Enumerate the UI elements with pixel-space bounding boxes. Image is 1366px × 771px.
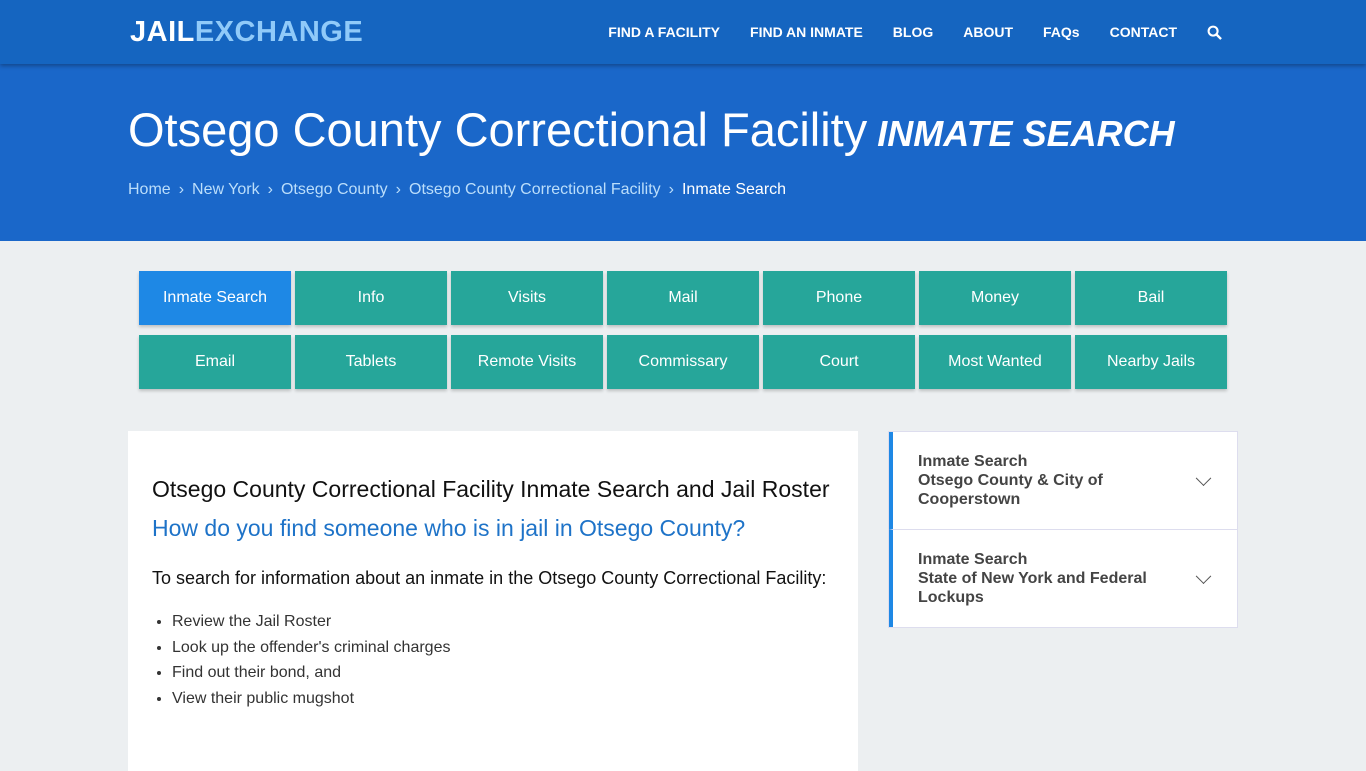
tab-tablets[interactable]: Tablets — [295, 335, 447, 389]
tab-visits[interactable]: Visits — [451, 271, 603, 325]
chevron-down-icon — [1195, 469, 1212, 486]
tab-email[interactable]: Email — [139, 335, 291, 389]
accordion-county-search[interactable]: Inmate Search Otsego County & City of Coo… — [889, 432, 1237, 529]
nav-blog[interactable]: BLOG — [892, 24, 934, 40]
tab-mail[interactable]: Mail — [607, 271, 759, 325]
main-content: Otsego County Correctional Facility Inma… — [128, 431, 858, 771]
breadcrumb: Home › New York › Otsego County › Otsego Co… — [128, 181, 1366, 199]
list-item: Find out their bond, and — [172, 660, 834, 686]
list-item: View their public mugshot — [172, 686, 834, 712]
chevron-down-icon — [1195, 567, 1212, 584]
chevron-right-icon: › — [178, 181, 185, 198]
nav-about[interactable]: ABOUT — [963, 24, 1014, 40]
tab-commissary[interactable]: Commissary — [607, 335, 759, 389]
top-nav: JAILEXCHANGE FIND A FACILITY FIND AN INM… — [0, 0, 1366, 64]
tab-phone[interactable]: Phone — [763, 271, 915, 325]
breadcrumb-facility[interactable]: Otsego County Correctional Facility — [409, 181, 661, 198]
tab-info[interactable]: Info — [295, 271, 447, 325]
steps-list: Review the Jail Roster Look up the offen… — [152, 609, 834, 711]
section-heading: Otsego County Correctional Facility Inma… — [152, 476, 830, 502]
facility-tabs: Inmate Search Info Visits Mail Phone Money Bai… — [139, 271, 1229, 389]
page-title: Otsego County Correctional Facility INMAT… — [128, 103, 1175, 156]
section-question: How do you find someone who is in jail i… — [152, 515, 746, 541]
breadcrumb-home[interactable]: Home — [128, 181, 171, 198]
search-icon[interactable] — [1207, 25, 1222, 40]
list-item: Review the Jail Roster — [172, 609, 834, 635]
intro-text: To search for information about an inmat… — [152, 568, 827, 588]
chevron-right-icon: › — [668, 181, 674, 198]
chevron-right-icon: › — [395, 181, 401, 198]
accordion-state-search[interactable]: Inmate Search State of New York and Feder… — [889, 529, 1237, 627]
nav-find-facility[interactable]: FIND A FACILITY — [608, 24, 721, 40]
tab-court[interactable]: Court — [763, 335, 915, 389]
breadcrumb-county[interactable]: Otsego County — [280, 181, 388, 198]
list-item: Look up the offender's criminal charges — [172, 635, 834, 661]
tab-nearby-jails[interactable]: Nearby Jails — [1075, 335, 1227, 389]
nav-faqs[interactable]: FAQs — [1043, 24, 1080, 40]
breadcrumb-current: Inmate Search — [681, 181, 787, 198]
sidebar-accordion: Inmate Search Otsego County & City of Coo… — [888, 431, 1238, 628]
nav-find-inmate[interactable]: FIND AN INMATE — [750, 24, 863, 40]
logo[interactable]: JAILEXCHANGE — [130, 16, 364, 48]
breadcrumb-state[interactable]: New York — [192, 181, 260, 198]
tab-remote-visits[interactable]: Remote Visits — [451, 335, 603, 389]
tab-money[interactable]: Money — [919, 271, 1071, 325]
hero: Otsego County Correctional Facility INMAT… — [0, 64, 1366, 241]
tab-inmate-search[interactable]: Inmate Search — [139, 271, 291, 325]
tab-bail[interactable]: Bail — [1075, 271, 1227, 325]
chevron-right-icon: › — [267, 181, 273, 198]
tab-most-wanted[interactable]: Most Wanted — [919, 335, 1071, 389]
nav-contact[interactable]: CONTACT — [1109, 24, 1177, 40]
